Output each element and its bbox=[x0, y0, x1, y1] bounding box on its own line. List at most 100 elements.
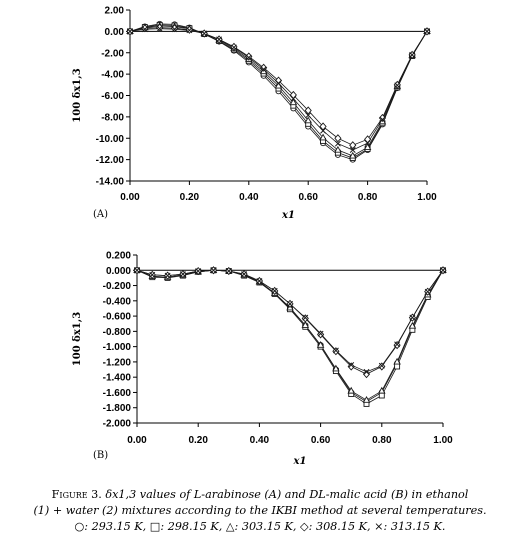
legend-text-313: : 313.15 K. bbox=[383, 520, 446, 533]
marker-s4-p7-cross bbox=[241, 271, 248, 278]
marker-s4-p7-cross bbox=[230, 44, 237, 51]
y-tick-label: -14.00 bbox=[96, 177, 125, 188]
marker-s4-p1-cross bbox=[141, 26, 148, 33]
x-tick-label: 1.00 bbox=[433, 435, 453, 446]
marker-s3-p15-diamond bbox=[362, 370, 371, 379]
y-tick-label: 0.200 bbox=[106, 251, 131, 262]
marker-s3-p13-diamond bbox=[319, 122, 327, 131]
y-tick-label: -1.800 bbox=[103, 403, 132, 414]
marker-s3-p14-diamond bbox=[334, 134, 342, 143]
caption-figure-label: Figure 3. bbox=[51, 488, 102, 501]
marker-s3-p14-diamond bbox=[347, 362, 355, 371]
y-tick-label: -0.800 bbox=[103, 327, 132, 338]
marker-s4-p18-cross bbox=[409, 314, 416, 321]
figure-caption: Figure 3. δx1,3 values of L-arabinose (A… bbox=[10, 487, 510, 535]
legend-symbol-diamond: ◇ bbox=[300, 520, 309, 533]
panel-label: (B) bbox=[93, 450, 108, 461]
legend-text-298: : 298.15 K, bbox=[160, 520, 223, 533]
marker-s4-p3-cross bbox=[171, 26, 178, 33]
marker-s2-p16-triangle bbox=[363, 143, 372, 150]
series-cross bbox=[136, 269, 444, 373]
marker-s2-p17-triangle bbox=[393, 357, 401, 365]
x-tick-label: 0.80 bbox=[358, 192, 378, 203]
y-tick-label: 2.00 bbox=[105, 6, 125, 17]
y-tick-label: -0.600 bbox=[103, 312, 132, 323]
marker-s4-p19-cross bbox=[424, 288, 431, 295]
marker-s4-p2-cross bbox=[156, 25, 163, 32]
legend-text-303: : 303.15 K, bbox=[234, 520, 297, 533]
marker-s2-p14-triangle bbox=[334, 145, 342, 153]
marker-s4-p9-cross bbox=[271, 287, 278, 294]
y-tick-label: 0.00 bbox=[105, 27, 125, 38]
y-tick-label: -2.000 bbox=[103, 419, 132, 430]
y-tick-label: -10.00 bbox=[96, 134, 125, 145]
marker-s4-p14-cross bbox=[334, 140, 341, 147]
marker-s4-p0-cross bbox=[134, 267, 140, 274]
series-triangle bbox=[136, 269, 444, 401]
caption-line-2: (1) + water (2) mixtures according to th… bbox=[33, 504, 487, 517]
marker-s2-p16-triangle bbox=[378, 386, 386, 394]
marker-s1-p16-square bbox=[378, 392, 385, 399]
marker-s4-p8-cross bbox=[256, 278, 263, 284]
chart-b: 0.200 0.000 -0.200 -0.400 -0.600 -0.800 -1.000… bbox=[72, 251, 453, 468]
series-markers-cross bbox=[134, 267, 446, 375]
marker-s2-p15-triangle bbox=[348, 151, 357, 159]
marker-s4-p20-cross bbox=[440, 267, 446, 274]
series-markers-cross bbox=[127, 25, 430, 153]
x-tick-label: 0.40 bbox=[239, 192, 259, 203]
x-tick-label: 0.40 bbox=[250, 435, 270, 446]
marker-s4-p13-cross bbox=[320, 127, 327, 134]
marker-s2-p15-triangle bbox=[362, 395, 371, 403]
marker-s2-p11-triangle bbox=[289, 98, 298, 106]
legend-symbol-circle: ○ bbox=[74, 520, 85, 533]
marker-s3-p10-diamond bbox=[274, 76, 283, 85]
marker-s4-p11-cross bbox=[290, 95, 297, 102]
x-axis-label: x1 bbox=[281, 210, 295, 221]
series-square bbox=[136, 269, 444, 405]
series-markers-circle bbox=[126, 20, 431, 163]
marker-s4-p19-cross bbox=[409, 51, 416, 58]
series-line-square bbox=[136, 269, 444, 405]
marker-s4-p13-cross bbox=[332, 347, 339, 354]
x-tick-label: 1.00 bbox=[417, 192, 437, 203]
y-tick-label: -1.000 bbox=[103, 342, 132, 353]
marker-s3-p9-diamond bbox=[260, 63, 268, 72]
marker-s4-p20-cross bbox=[424, 28, 430, 35]
marker-s4-p15-cross bbox=[363, 368, 370, 375]
y-tick-label: -2.00 bbox=[101, 48, 124, 59]
marker-s4-p4-cross bbox=[186, 27, 193, 34]
legend-symbol-triangle: △ bbox=[225, 520, 235, 533]
marker-s4-p12-cross bbox=[305, 112, 312, 119]
marker-s3-p11-diamond bbox=[301, 314, 309, 323]
marker-s4-p3-cross bbox=[179, 271, 186, 278]
marker-s2-p14-triangle bbox=[347, 386, 355, 394]
series-markers-circle bbox=[133, 267, 447, 405]
x-tick-label: 0.00 bbox=[120, 192, 140, 203]
x-tick-label: 0.80 bbox=[372, 435, 392, 446]
marker-s4-p6-cross bbox=[216, 36, 223, 43]
marker-s3-p17-diamond bbox=[393, 341, 401, 350]
marker-s4-p4-cross bbox=[195, 268, 202, 274]
marker-s4-p14-cross bbox=[348, 362, 355, 368]
x-tick-label: 0.00 bbox=[127, 435, 147, 446]
y-tick-label: -6.00 bbox=[101, 91, 124, 102]
marker-s4-p16-cross bbox=[364, 140, 371, 147]
marker-s2-p12-triangle bbox=[316, 340, 325, 348]
marker-s4-p0-cross bbox=[127, 28, 133, 35]
marker-s4-p2-cross bbox=[164, 272, 171, 279]
caption-line-1: δx1,3 values of L-arabinose (A) and DL-m… bbox=[105, 488, 469, 501]
marker-s1-p17-square bbox=[394, 363, 401, 370]
legend-symbol-square: □ bbox=[149, 520, 161, 533]
x-tick-label: 0.60 bbox=[298, 192, 318, 203]
marker-s4-p17-cross bbox=[394, 341, 401, 348]
marker-s4-p12-cross bbox=[317, 330, 324, 337]
marker-s4-p11-cross bbox=[302, 314, 309, 321]
marker-s3-p17-diamond bbox=[378, 113, 387, 123]
y-tick-label: -1.200 bbox=[103, 357, 132, 368]
marker-s2-p13-triangle bbox=[319, 133, 327, 141]
marker-s3-p12-diamond bbox=[304, 106, 312, 115]
marker-s4-p17-cross bbox=[379, 116, 386, 123]
x-tick-label: 0.60 bbox=[311, 435, 331, 446]
x-tick-label: 0.20 bbox=[188, 435, 208, 446]
marker-s2-p18-triangle bbox=[408, 321, 417, 329]
